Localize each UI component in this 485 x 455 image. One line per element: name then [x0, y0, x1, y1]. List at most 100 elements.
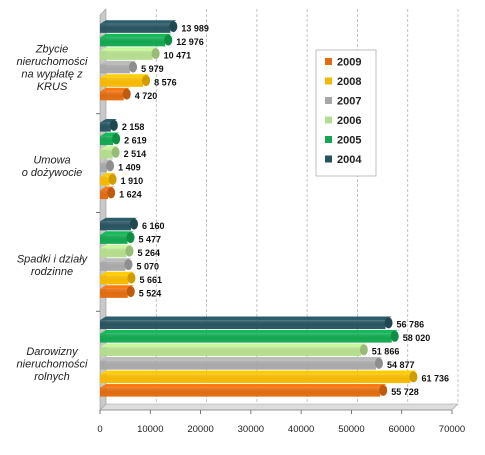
value-label: 13 989	[181, 23, 209, 33]
bar-end-cap	[127, 272, 136, 284]
bar-end-cap	[374, 357, 383, 369]
bar-2004	[100, 217, 138, 231]
bar-front-face	[100, 23, 171, 33]
bar-front-face	[100, 360, 376, 370]
x-tick-label: 0	[97, 424, 102, 435]
bar-end-cap	[112, 133, 121, 145]
bar-front-face	[100, 320, 386, 330]
legend-swatch	[325, 155, 332, 163]
bar-top-face	[100, 47, 159, 51]
bar-front-face	[100, 149, 113, 159]
value-label: 1 409	[118, 163, 141, 173]
bar-front-face	[100, 288, 128, 298]
bar-front-face	[100, 136, 114, 146]
value-label: 5 661	[139, 275, 162, 285]
bar-end-cap	[106, 160, 115, 172]
legend-swatch	[325, 97, 332, 104]
value-label: 55 728	[391, 387, 419, 397]
bar-2008	[100, 271, 136, 285]
bar-2008	[100, 74, 151, 87]
bar-end-cap	[107, 187, 116, 199]
bar-front-face	[100, 77, 144, 87]
legend-label: 2009	[337, 57, 361, 69]
value-label: 2 619	[124, 136, 147, 146]
bar-end-cap	[108, 173, 117, 185]
legend-label: 2005	[337, 135, 361, 147]
legend-swatch	[325, 58, 332, 65]
bar-end-cap	[359, 344, 368, 356]
bar-top-face	[100, 330, 398, 334]
bar-2006	[100, 146, 120, 159]
bar-2004	[100, 119, 118, 132]
bar-end-cap	[142, 75, 151, 87]
bar-top-face	[100, 285, 134, 289]
value-label: 4 720	[135, 91, 158, 101]
bar-front-face	[100, 122, 111, 132]
bar-end-cap	[379, 384, 388, 396]
bar-front-face	[100, 333, 392, 343]
legend-box	[315, 49, 377, 177]
bar-2009	[100, 87, 131, 101]
value-label: 2 158	[122, 122, 145, 132]
legend-swatch	[325, 136, 332, 143]
value-label: 51 866	[372, 347, 400, 357]
legend-swatch	[325, 77, 332, 85]
bar-front-face	[100, 374, 411, 384]
x-tick-label: 60000	[389, 424, 415, 435]
value-label: 2 514	[124, 149, 147, 159]
category-label: Darowizny nieruchomości rolnych	[17, 346, 88, 383]
bar-top-face	[100, 20, 177, 24]
bar-end-cap	[164, 34, 173, 46]
bar-2007	[100, 60, 138, 74]
x-tick-label: 40000	[288, 424, 314, 435]
x-tick-label: 50000	[338, 424, 364, 435]
bar-front-face	[100, 387, 381, 397]
bar-end-cap	[126, 286, 135, 298]
bar-end-cap	[109, 119, 118, 131]
bar-end-cap	[111, 146, 120, 158]
category-label: Zbycie nieruchomości na wypłatę z KRUS	[17, 43, 88, 93]
bar-top-face	[100, 271, 135, 276]
bar-end-cap	[390, 330, 399, 342]
bar-2005	[100, 132, 121, 146]
value-label: 10 471	[164, 50, 192, 60]
value-label: 61 736	[421, 374, 449, 384]
bar-top-face	[100, 357, 382, 361]
value-label: 5 477	[139, 234, 162, 244]
legend-label: 2006	[337, 115, 361, 127]
bar-2008	[100, 370, 418, 384]
category-label: Umowa o dożywocie	[22, 155, 83, 180]
bar-top-face	[100, 384, 387, 388]
bar-2004	[100, 20, 178, 33]
value-label: 56 786	[397, 320, 425, 330]
bar-2007	[100, 159, 115, 173]
bar-top-face	[100, 87, 130, 92]
bar-2006	[100, 47, 160, 60]
value-label: 5 070	[136, 261, 159, 271]
value-label: 1 624	[119, 190, 142, 200]
bar-end-cap	[125, 245, 134, 257]
bar-front-face	[100, 176, 110, 186]
bar-top-face	[100, 231, 134, 235]
bar-end-cap	[126, 232, 135, 244]
x-tick-label: 20000	[187, 424, 213, 435]
bar-end-cap	[129, 218, 138, 230]
bar-2009	[100, 285, 135, 298]
bar-front-face	[100, 163, 108, 173]
bar-front-face	[100, 64, 131, 74]
value-label: 8 576	[154, 77, 177, 87]
legend-swatch	[325, 116, 332, 124]
bar-front-face	[100, 190, 109, 200]
value-label: 5 264	[137, 248, 160, 258]
bar-top-face	[100, 316, 392, 321]
value-label: 6 160	[142, 221, 165, 231]
bar-front-face	[100, 347, 361, 357]
bar-2005	[100, 33, 173, 47]
value-label: 58 020	[403, 333, 431, 343]
bar-2009	[100, 384, 388, 397]
value-label: 5 979	[141, 64, 164, 74]
bar-top-face	[100, 33, 172, 38]
x-tick-label: 70000	[439, 424, 465, 435]
category-label: Spadki i działy rodzinne	[17, 253, 89, 278]
